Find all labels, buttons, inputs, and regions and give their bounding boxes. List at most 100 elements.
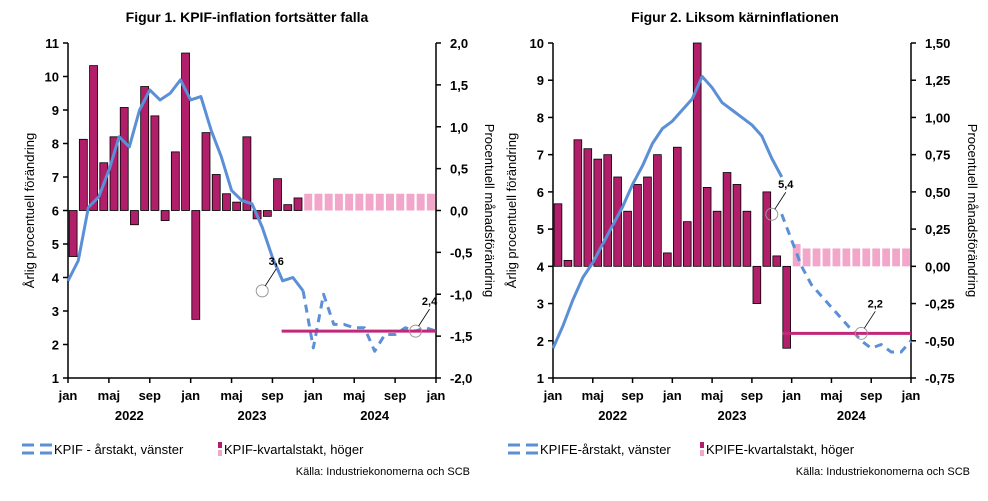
bar-actual [89, 65, 98, 211]
bar-actual [782, 265, 791, 349]
legend-swatch-bar-forecast [218, 450, 222, 456]
bar-actual [752, 265, 762, 304]
x-tick-label: jan [781, 388, 801, 403]
x-tick-label: sep [384, 388, 406, 403]
x-year-label: 2024 [837, 408, 867, 423]
bar-actual [68, 210, 78, 257]
right-tick-label: 0,5 [450, 162, 468, 177]
bar-actual [623, 210, 632, 267]
source-note: Källa: Industriekonomerna och SCB [296, 466, 470, 478]
bar-actual [293, 197, 303, 211]
left-tick-label: 7 [537, 148, 544, 163]
chart-1: Figur 1. KPIF-inflation fortsätter falla… [22, 9, 497, 478]
right-tick-label: 0,0 [450, 204, 468, 219]
bar-forecast [902, 248, 910, 267]
annotation-label: 2,4 [422, 296, 438, 308]
bar-actual [201, 132, 211, 211]
x-year-label: 2024 [360, 408, 390, 423]
x-year-label: 2022 [115, 408, 144, 423]
bar-forecast [882, 248, 891, 267]
bar-forecast [324, 193, 333, 211]
x-year-label: 2022 [598, 408, 627, 423]
left-tick-label: 3 [537, 297, 544, 312]
x-tick-label: jan [901, 388, 921, 403]
bar-forecast [396, 193, 405, 211]
left-tick-label: 3 [52, 304, 59, 319]
right-tick-label: 0,00 [925, 259, 950, 274]
left-tick-label: 1 [52, 371, 59, 386]
left-axis-title: Årlig procentuell förändring [504, 133, 519, 288]
bar-actual [712, 210, 722, 267]
bar-actual [663, 252, 672, 267]
x-tick-label: sep [139, 388, 161, 403]
bar-actual [742, 210, 752, 267]
x-year-label: 2023 [718, 408, 747, 423]
bar-actual [109, 136, 119, 211]
right-tick-label: 1,25 [925, 73, 950, 88]
right-tick-label: -0,25 [925, 297, 955, 312]
x-tick-label: maj [98, 388, 120, 403]
legend-swatch-bar [700, 442, 704, 448]
right-tick-label: 1,0 [450, 120, 468, 135]
left-tick-label: 6 [52, 204, 59, 219]
x-tick-label: maj [701, 388, 723, 403]
x-tick-label: jan [180, 388, 200, 403]
bar-forecast [416, 193, 425, 211]
right-tick-label: 0,75 [925, 148, 950, 163]
chart-title: Figur 1. KPIF-inflation fortsätter falla [126, 9, 369, 25]
annotation-leader [774, 192, 787, 210]
bar-forecast [802, 248, 811, 267]
bar-actual [762, 191, 772, 267]
bar-actual [673, 146, 682, 267]
bar-actual [583, 148, 593, 267]
x-tick-label: sep [860, 388, 882, 403]
bar-forecast [862, 248, 871, 267]
bar-forecast [406, 193, 415, 211]
line-actual [551, 75, 784, 349]
bar-actual [643, 176, 652, 267]
x-tick-label: sep [741, 388, 763, 403]
x-tick-label: jan [543, 388, 563, 403]
left-tick-label: 1 [537, 371, 544, 386]
chart-title: Figur 2. Liksom kärninflationen [631, 9, 839, 25]
right-tick-label: 0,25 [925, 222, 950, 237]
line-forecast [780, 213, 913, 354]
bar-actual [211, 174, 221, 211]
bar-actual [633, 184, 642, 267]
left-tick-label: 11 [45, 36, 59, 51]
annotation-circle [409, 324, 423, 338]
bar-actual [273, 178, 282, 211]
x-tick-label: jan [426, 388, 446, 403]
annotation-leader [863, 311, 876, 329]
bar-actual [242, 136, 252, 211]
bar-actual [732, 184, 742, 267]
bar-actual [150, 115, 160, 211]
left-tick-label: 2 [537, 334, 544, 349]
legend-label-line: KPIFE-årstakt, vänster [540, 442, 671, 457]
annotation-label: 5,4 [778, 179, 794, 191]
bar-actual [702, 187, 712, 267]
bar-actual [573, 139, 583, 267]
legend-label-bar: KPIF-kvartalstakt, höger [224, 442, 364, 457]
right-tick-label: 0,50 [925, 185, 950, 200]
bar-forecast [375, 193, 384, 211]
right-tick-label: 1,5 [450, 78, 468, 93]
left-tick-label: 9 [52, 103, 59, 118]
right-tick-label: 1,50 [925, 36, 950, 51]
bar-actual [191, 210, 201, 320]
bar-forecast [426, 193, 435, 211]
annotation-circle [854, 326, 868, 340]
bar-actual [78, 138, 88, 211]
x-tick-label: maj [582, 388, 604, 403]
legend-swatch-bar [218, 442, 222, 448]
x-tick-label: jan [303, 388, 323, 403]
x-tick-label: maj [820, 388, 842, 403]
right-tick-label: -1,5 [450, 329, 472, 344]
bar-forecast [355, 193, 364, 211]
x-tick-label: jan [662, 388, 682, 403]
bar-actual [653, 154, 662, 267]
annotation-leader [264, 268, 277, 287]
bar-actual [563, 259, 573, 267]
